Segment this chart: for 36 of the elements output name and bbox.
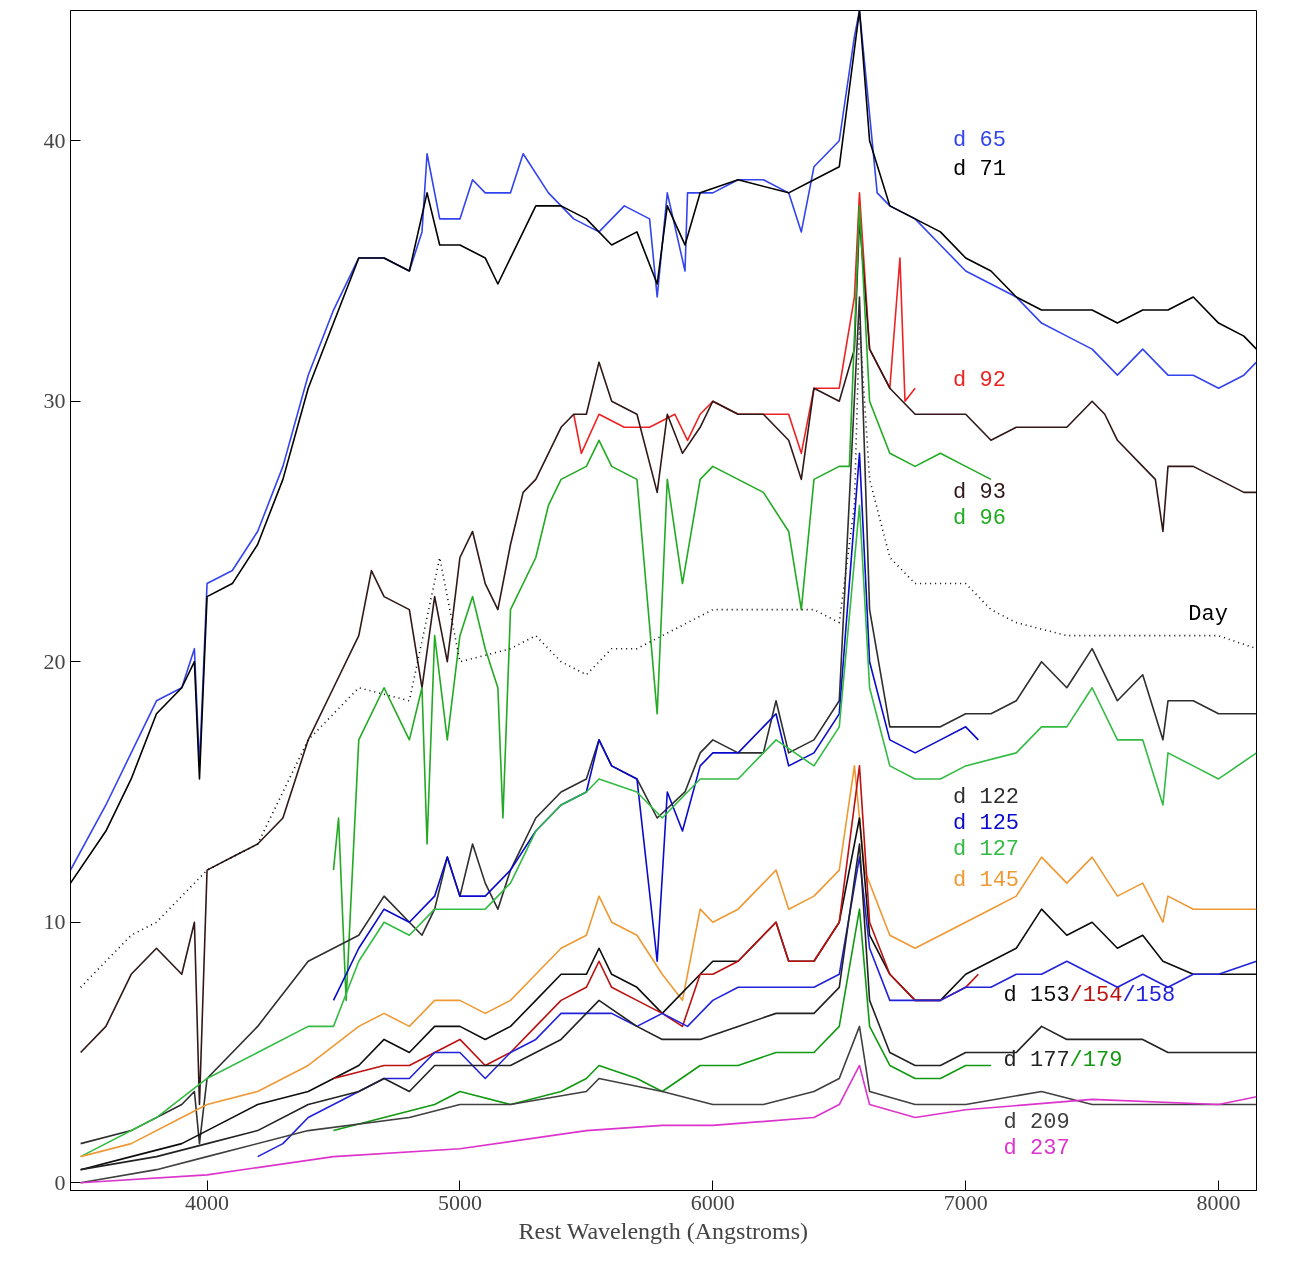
y-tick-label: 40 xyxy=(43,127,66,153)
text: d 65 xyxy=(953,128,1006,154)
series-label: d 237 xyxy=(1003,1136,1070,1162)
x-tick-label: 4000 xyxy=(185,1189,230,1215)
x-tick-label: 8000 xyxy=(1196,1189,1241,1215)
line-series xyxy=(256,856,1257,1158)
series-label: d 177 xyxy=(1003,1047,1070,1073)
line-series xyxy=(79,504,1257,1158)
series-label: /158 xyxy=(1122,982,1176,1008)
series-label: Day xyxy=(1188,602,1228,628)
text: d 122 xyxy=(953,784,1020,810)
y-tick-label: 10 xyxy=(43,909,66,935)
x-axis-title: Rest Wavelength (Angstroms) xyxy=(518,1217,809,1244)
text: /154 xyxy=(1069,982,1123,1008)
text: d 127 xyxy=(953,836,1020,862)
line-series xyxy=(79,1064,1257,1184)
x-tick-label: 7000 xyxy=(943,1189,988,1215)
line-series xyxy=(332,452,980,1002)
line-series xyxy=(572,192,916,455)
series-label: d 92 xyxy=(953,367,1006,393)
text: d 125 xyxy=(953,810,1020,836)
line-series xyxy=(79,765,1257,1158)
x-tick-label: 5000 xyxy=(437,1189,482,1215)
series-label: d 153 xyxy=(1003,982,1070,1008)
series-label: d 96 xyxy=(953,505,1006,531)
text: /179 xyxy=(1069,1047,1123,1073)
y-tick-label: 30 xyxy=(43,388,66,414)
series-label: d 145 xyxy=(953,868,1020,894)
text: d 71 xyxy=(953,156,1006,182)
series-label: d 93 xyxy=(953,479,1006,505)
y-tick-label: 0 xyxy=(54,1169,66,1195)
line-series xyxy=(332,908,992,1132)
line-series xyxy=(332,765,980,1080)
series-label: d 209 xyxy=(1003,1110,1070,1136)
y-tick-label: 20 xyxy=(43,648,66,674)
x-tick-label: 6000 xyxy=(690,1189,735,1215)
